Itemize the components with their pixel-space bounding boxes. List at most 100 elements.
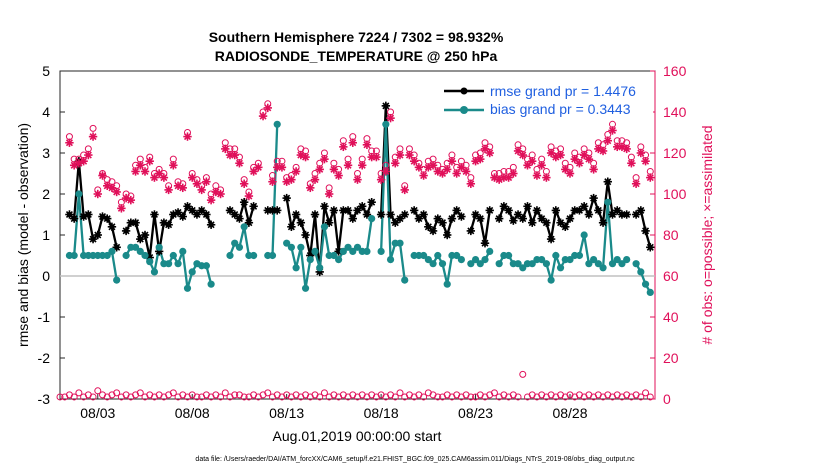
assimilated-point-stroke — [528, 157, 536, 165]
assimilated-point — [395, 150, 405, 160]
rmse-point-core — [576, 207, 583, 213]
assimilated-point — [452, 169, 461, 178]
assimilated-point-stroke — [391, 159, 399, 167]
assimilated-point — [348, 138, 357, 147]
assimilated-point — [518, 150, 527, 160]
bias-point — [113, 276, 121, 284]
assimilated-point-stroke — [462, 167, 470, 175]
rmse-point-core — [534, 207, 540, 213]
assimilated-point-stroke — [547, 149, 555, 157]
rmse-point-core — [85, 211, 91, 218]
assimilated-point-stroke — [410, 157, 418, 165]
bias-point — [235, 243, 244, 251]
bias-point — [273, 120, 281, 128]
bias-point — [467, 260, 475, 268]
possible-low-point — [221, 389, 229, 397]
assimilated-point-stroke — [604, 137, 612, 145]
possible-low-point — [391, 393, 399, 401]
y-tick-label: -3 — [38, 391, 51, 407]
bias-point — [240, 223, 248, 231]
bias-point — [632, 260, 640, 268]
assimilated-point-stroke — [141, 167, 149, 175]
possible-low-point — [217, 393, 225, 401]
assimilated-point-stroke — [339, 143, 347, 151]
assimilated-point — [93, 189, 102, 199]
bias-point — [150, 268, 159, 276]
assimilated-point — [570, 154, 579, 164]
assimilated-point-stroke — [108, 184, 116, 192]
assimilated-point-stroke — [387, 114, 395, 122]
rmse-point-core — [175, 209, 181, 216]
assimilated-point-stroke — [212, 188, 220, 196]
assimilated-point-stroke — [377, 176, 385, 184]
assimilated-point-stroke — [642, 157, 650, 165]
bias-point — [283, 239, 291, 247]
assimilated-point-stroke — [599, 147, 607, 155]
rmse-point-core — [586, 211, 592, 218]
rmse-point-core — [435, 216, 441, 222]
assimilated-point — [485, 148, 494, 158]
assimilated-point-stroke — [306, 184, 314, 192]
assimilated-point — [98, 171, 107, 180]
rmse-point-core — [614, 207, 620, 213]
possible-low-point — [420, 393, 428, 401]
assimilated-point — [466, 179, 476, 188]
bias-point — [580, 231, 588, 239]
assimilated-point-stroke — [476, 155, 484, 163]
rmse-point-core — [506, 207, 512, 213]
bias-line — [379, 124, 406, 281]
possible-low-point — [94, 387, 102, 395]
bias-point — [146, 258, 154, 266]
assimilated-point-stroke — [571, 155, 579, 163]
rmse-point-core — [378, 211, 384, 218]
rmse-point-core — [562, 224, 568, 230]
assimilated-point — [268, 177, 277, 186]
assimilated-point-stroke — [198, 186, 206, 194]
assimilated-point-stroke — [264, 104, 272, 112]
bias-point — [443, 280, 451, 288]
rmse-point-core — [421, 211, 427, 218]
assimilated-point-stroke — [457, 163, 465, 171]
bias-point — [174, 260, 182, 268]
assimilated-point — [362, 140, 372, 149]
rmse-point-core — [151, 211, 158, 218]
rmse-point-core — [336, 248, 342, 254]
assimilated-point — [575, 159, 584, 168]
assimilated-point-stroke — [122, 194, 130, 202]
assimilated-point-stroke — [514, 147, 522, 155]
assimilated-point-stroke — [575, 159, 583, 167]
assimilated-point-stroke — [94, 190, 102, 198]
rmse-point-core — [444, 232, 450, 238]
assimilated-point-stroke — [287, 176, 295, 184]
rmse-point-core — [624, 211, 630, 218]
rmse-point-core — [166, 222, 172, 228]
bias-point — [613, 256, 621, 264]
assimilated-point-stroke — [443, 165, 451, 173]
rmse-point-core — [567, 216, 573, 222]
assimilated-point — [603, 136, 612, 145]
rmse-point-core — [595, 207, 601, 213]
assimilated-point-stroke — [117, 204, 125, 212]
assimilated-point — [641, 157, 650, 166]
assimilated-point — [197, 185, 206, 195]
x-tick-label: 08/28 — [552, 405, 587, 421]
assimilated-point-stroke — [420, 172, 428, 180]
rmse-point-core — [553, 207, 559, 213]
assimilated-point-stroke — [302, 153, 310, 161]
bias-point — [339, 247, 347, 255]
bias-point — [552, 251, 560, 260]
assimilated-point-stroke — [396, 151, 404, 159]
assimilated-point-stroke — [132, 167, 140, 175]
assimilated-point — [301, 152, 310, 162]
assimilated-point — [88, 132, 98, 141]
rmse-point-core — [581, 203, 587, 209]
bias-point — [528, 260, 536, 268]
assimilated-point — [169, 161, 178, 170]
assimilated-point-stroke — [217, 190, 225, 198]
legend-box — [440, 78, 653, 118]
possible-low-point — [316, 393, 324, 401]
assimilated-point-stroke — [566, 169, 574, 178]
bias-point — [287, 243, 295, 251]
assimilated-point-stroke — [84, 151, 92, 159]
bias-point — [183, 284, 192, 292]
